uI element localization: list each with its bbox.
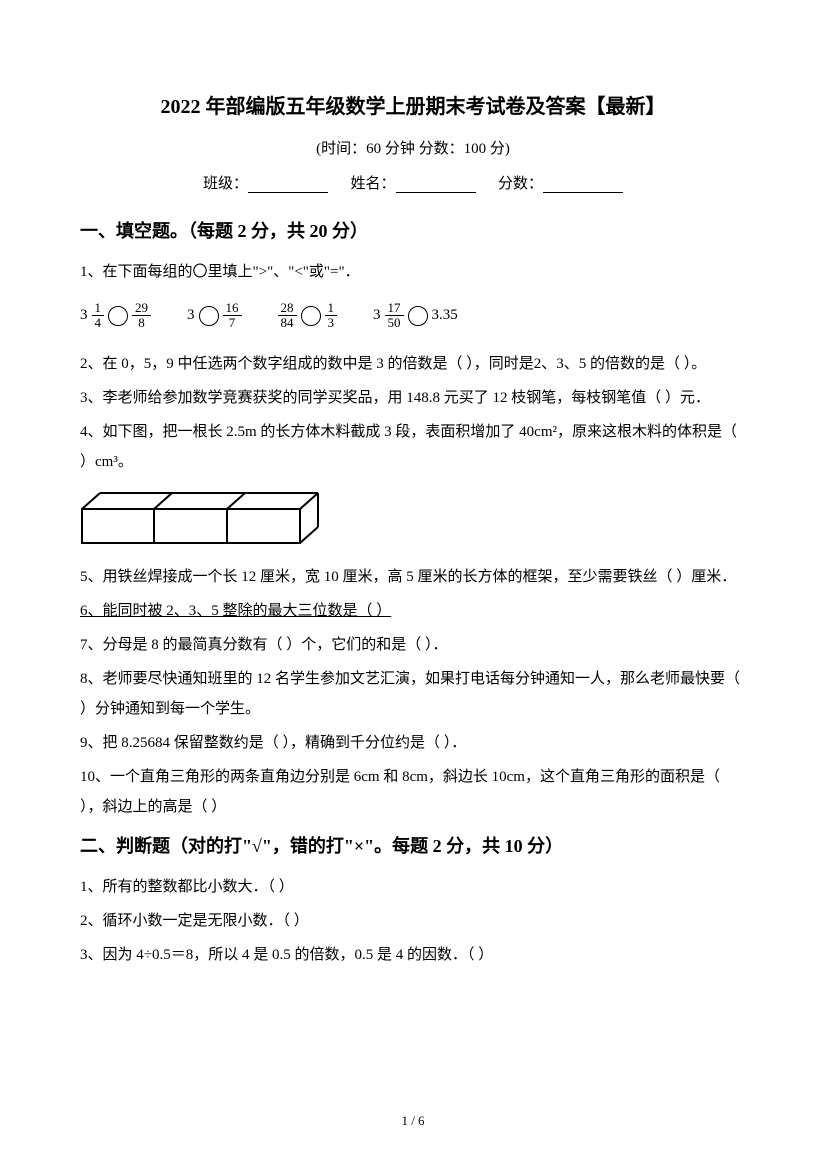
section2-header: 二、判断题（对的打"√"，错的打"×"。每题 2 分，共 10 分）: [80, 832, 746, 858]
frac-1-right: 29 8: [132, 301, 151, 331]
q9-text: 9、把 8.25684 保留整数约是（ ），精确到千分位约是（ ）．: [80, 728, 746, 758]
whole-2: 3: [187, 307, 195, 324]
s2-q3-text: 3、因为 4÷0.5＝8，所以 4 是 0.5 的倍数，0.5 是 4 的因数．…: [80, 940, 746, 970]
s2-q1-text: 1、所有的整数都比小数大．（ ）: [80, 872, 746, 902]
compare-circle-3[interactable]: [301, 306, 321, 326]
frac-item-1: 3 1 4 29 8: [80, 301, 151, 331]
frac-1-left: 1 4: [92, 301, 105, 331]
frac-2-right: 16 7: [223, 301, 242, 331]
s2-q2-text: 2、循环小数一定是无限小数．（ ）: [80, 906, 746, 936]
frac-3-left: 28 84: [278, 301, 297, 331]
exam-title: 2022 年部编版五年级数学上册期末考试卷及答案【最新】: [80, 90, 746, 119]
frac-item-3: 28 84 1 3: [278, 301, 338, 331]
compare-circle-2[interactable]: [199, 306, 219, 326]
q5-text: 5、用铁丝焊接成一个长 12 厘米，宽 10 厘米，高 5 厘米的长方体的框架，…: [80, 562, 746, 592]
frac-item-2: 3 16 7: [187, 301, 242, 331]
cuboid-diagram: [80, 491, 320, 547]
class-blank[interactable]: [248, 177, 328, 193]
whole-4: 3: [373, 307, 381, 324]
fraction-comparisons: 3 1 4 29 8 3 16 7 28 84 1 3 3 17: [80, 301, 746, 331]
frac-4-left: 17 50: [385, 301, 404, 331]
q10-text: 10、一个直角三角形的两条直角边分别是 6cm 和 8cm，斜边长 10cm，这…: [80, 762, 746, 822]
name-blank[interactable]: [396, 177, 476, 193]
class-label: 班级：: [203, 176, 248, 192]
score-label: 分数：: [498, 176, 543, 192]
student-info-line: 班级： 姓名： 分数：: [80, 172, 746, 193]
page-number: 1 / 6: [0, 1113, 826, 1129]
frac-3-right: 1 3: [325, 301, 338, 331]
section1-header: 一、填空题。（每题 2 分，共 20 分）: [80, 217, 746, 243]
q1-text: 1、在下面每组的〇里填上">"、"<"或"="．: [80, 257, 746, 287]
compare-circle-1[interactable]: [108, 306, 128, 326]
q8-text: 8、老师要尽快通知班里的 12 名学生参加文艺汇演，如果打电话每分钟通知一人，那…: [80, 664, 746, 724]
q6-text: 6、能同时被 2、3、5 整除的最大三位数是（ ）: [80, 596, 746, 626]
q7-text: 7、分母是 8 的最简真分数有（ ）个，它们的和是（ ）．: [80, 630, 746, 660]
q4-text: 4、如下图，把一根长 2.5m 的长方体木料截成 3 段，表面积增加了 40cm…: [80, 417, 746, 477]
q2-text: 2、在 0，5，9 中任选两个数字组成的数中是 3 的倍数是（ ），同时是2、3…: [80, 349, 746, 379]
score-blank[interactable]: [543, 177, 623, 193]
whole-1: 3: [80, 307, 88, 324]
exam-subtitle: (时间：60 分钟 分数：100 分): [80, 137, 746, 158]
q3-text: 3、李老师给参加数学竞赛获奖的同学买奖品，用 148.8 元买了 12 枝钢笔，…: [80, 383, 746, 413]
name-label: 姓名：: [350, 176, 395, 192]
compare-circle-4[interactable]: [408, 306, 428, 326]
frac-item-4: 3 17 50 3.35: [373, 301, 458, 331]
frac-4-right-plain: 3.35: [432, 307, 458, 324]
